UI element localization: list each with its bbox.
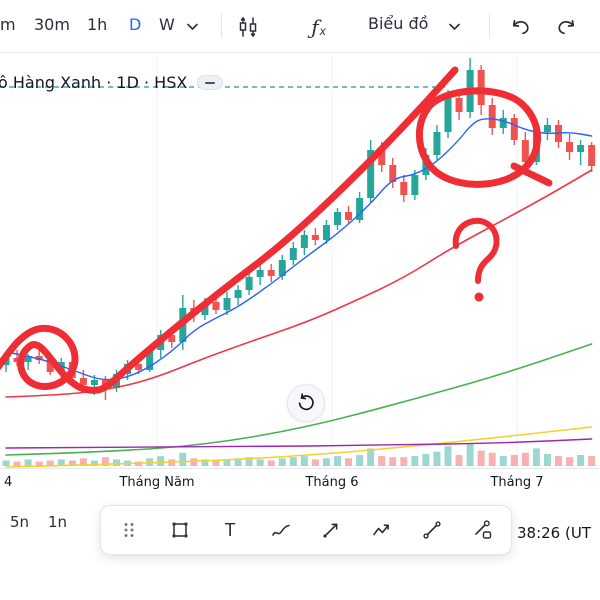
hand-drawn-annotations[interactable] (0, 66, 553, 394)
pattern-tool-button[interactable] (366, 514, 398, 546)
trend-line-tool-button[interactable] (416, 514, 448, 546)
text-tool-button[interactable]: T (214, 514, 246, 546)
bottom-bar: 5n 1n T (0, 498, 600, 600)
timeframe-1h-button[interactable]: 1h (87, 15, 108, 34)
undo-button[interactable] (506, 13, 534, 41)
symbol-header: ô Hàng Xanh · 1D · HSX (0, 73, 224, 92)
toolbar-drag-handle[interactable] (113, 514, 145, 546)
symbol-title[interactable]: ô Hàng Xanh · 1D · HSX (0, 73, 188, 92)
fx-icon: ƒ (311, 15, 319, 39)
axis-label-day: 4 (4, 475, 13, 490)
redo-arrow-icon (557, 19, 574, 34)
reload-counterclockwise-icon (298, 393, 314, 411)
chart-layout-label: Biểu đồ (368, 14, 429, 33)
layout-chevron-down-icon[interactable] (449, 23, 460, 31)
time-axis[interactable]: 4 Tháng Năm Tháng 6 Tháng 7 (0, 468, 600, 499)
text-tool-icon: T (224, 519, 236, 540)
month-gridlines (156, 56, 518, 468)
timeframe-m-button[interactable]: m (0, 15, 16, 34)
volume-bars-layer (2, 444, 596, 466)
interval-chevron-down-icon[interactable] (187, 23, 198, 31)
zigzag-arrow-icon (373, 524, 389, 536)
axis-label-july: Tháng 7 (490, 475, 544, 490)
arrow-icon (323, 523, 338, 538)
arrow-tool-button[interactable] (315, 514, 347, 546)
reset-chart-button[interactable] (287, 384, 325, 422)
moving-average-lines (5, 118, 593, 468)
drag-dots-icon (124, 523, 134, 537)
timeframe-1d-button[interactable]: D (129, 15, 142, 34)
redo-button[interactable] (552, 13, 580, 41)
chart-type-button[interactable] (234, 13, 262, 41)
range-1y-button[interactable]: 1n (48, 513, 68, 531)
rectangle-icon (172, 522, 187, 538)
rectangle-tool-button[interactable] (164, 514, 196, 546)
symbol-collapse-button[interactable] (197, 75, 224, 90)
trend-line-icon (423, 521, 441, 539)
brush-icon (271, 524, 290, 536)
chart-layout-button[interactable]: Biểu đồ (368, 14, 428, 33)
brush-tool-button[interactable] (265, 514, 297, 546)
toolbar-divider (489, 14, 490, 38)
anchored-line-tool-button[interactable] (467, 514, 499, 546)
line-with-anchor-icon (475, 520, 492, 539)
timeframe-1w-button[interactable]: W (159, 15, 175, 34)
candlestick-style-icon (239, 17, 257, 37)
axis-label-may: Tháng Năm (119, 475, 195, 490)
undo-arrow-icon (512, 19, 529, 34)
minus-icon (205, 81, 216, 84)
range-5y-button[interactable]: 5n (10, 513, 30, 531)
axis-label-june: Tháng 6 (305, 475, 359, 490)
timeframe-30m-button[interactable]: 30m (34, 15, 70, 34)
drawing-toolbar: T (100, 505, 512, 555)
clock-label: 38:26 (UT (517, 524, 591, 542)
toolbar-divider (221, 14, 222, 38)
